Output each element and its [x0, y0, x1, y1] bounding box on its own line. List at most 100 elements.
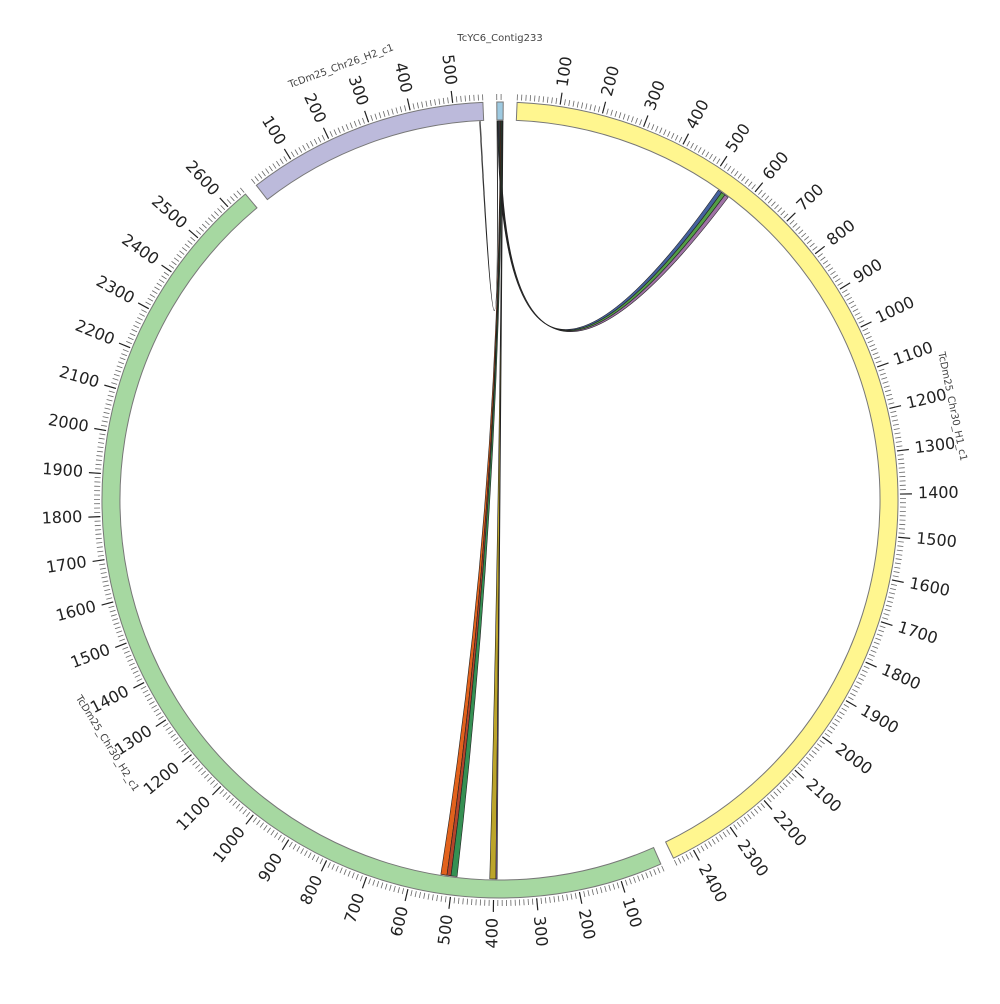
minor-tick: [896, 442, 902, 443]
minor-tick: [719, 834, 722, 839]
minor-tick: [758, 806, 762, 811]
minor-tick: [392, 109, 394, 115]
minor-tick: [761, 803, 765, 808]
major-tick: [898, 537, 910, 538]
minor-tick: [662, 866, 664, 871]
tick-label: 100: [619, 895, 646, 930]
minor-tick: [891, 416, 897, 417]
minor-tick: [754, 809, 758, 814]
minor-tick: [112, 619, 118, 621]
minor-tick: [642, 874, 644, 880]
tick-label: 2100: [802, 775, 845, 817]
tick-label: 900: [254, 849, 286, 885]
minor-tick: [191, 237, 196, 241]
minor-tick: [330, 131, 333, 136]
tick-label: 2600: [182, 157, 224, 200]
minor-tick: [786, 780, 790, 784]
minor-tick: [264, 825, 267, 830]
minor-tick: [221, 205, 225, 209]
minor-tick: [168, 731, 173, 734]
minor-tick: [807, 240, 812, 244]
minor-tick: [619, 112, 621, 118]
major-tick: [621, 881, 625, 892]
tick-label: 2000: [832, 739, 876, 778]
minor-tick: [371, 115, 373, 121]
minor-tick: [881, 377, 887, 379]
tick-label: 300: [530, 915, 552, 947]
minor-tick: [308, 853, 311, 858]
minor-tick: [748, 182, 752, 187]
minor-tick: [833, 275, 838, 278]
minor-tick: [898, 542, 904, 543]
minor-tick: [273, 164, 276, 169]
minor-tick: [793, 223, 797, 227]
minor-tick: [316, 857, 319, 862]
minor-tick: [369, 878, 371, 884]
major-tick: [866, 662, 877, 667]
minor-tick: [890, 411, 896, 412]
tick-label: 400: [482, 918, 501, 949]
minor-tick: [179, 744, 184, 748]
minor-tick: [132, 329, 137, 332]
minor-tick: [588, 890, 589, 896]
minor-tick: [723, 832, 726, 837]
minor-tick: [895, 563, 901, 564]
minor-tick: [145, 694, 150, 697]
minor-tick: [179, 251, 184, 255]
major-tick: [133, 683, 144, 688]
minor-tick: [97, 451, 103, 452]
minor-tick: [885, 609, 891, 611]
minor-tick: [295, 150, 298, 155]
minor-tick: [867, 658, 873, 660]
minor-tick: [95, 534, 101, 535]
minor-tick: [713, 156, 716, 161]
tick-label: 2000: [47, 410, 90, 436]
minor-tick: [301, 848, 304, 853]
tick-label: 1100: [891, 338, 936, 369]
minor-tick: [208, 218, 212, 222]
minor-tick: [894, 567, 900, 568]
major-tick: [362, 877, 366, 888]
tick-label: 500: [438, 53, 460, 86]
minor-tick: [204, 774, 208, 778]
major-tick: [104, 385, 116, 388]
minor-tick: [102, 577, 108, 578]
minor-tick: [762, 193, 766, 198]
minor-tick: [128, 659, 134, 661]
minor-tick: [871, 650, 877, 652]
minor-tick: [276, 161, 279, 166]
minor-tick: [609, 885, 611, 891]
minor-tick: [193, 761, 198, 765]
minor-tick: [158, 716, 163, 719]
minor-tick: [844, 704, 849, 707]
minor-tick: [143, 690, 148, 693]
minor-tick: [400, 106, 401, 112]
minor-tick: [105, 594, 111, 595]
minor-tick: [154, 709, 159, 712]
minor-tick: [102, 421, 108, 422]
minor-tick: [133, 325, 138, 328]
minor-tick: [177, 254, 182, 258]
minor-tick: [886, 394, 892, 396]
minor-tick: [874, 642, 880, 644]
minor-tick: [352, 873, 354, 879]
minor-tick: [97, 447, 103, 448]
minor-tick: [163, 723, 168, 726]
minor-tick: [573, 101, 574, 107]
minor-tick: [886, 605, 892, 607]
minor-tick: [108, 395, 114, 397]
major-tick: [102, 602, 114, 605]
minor-tick: [348, 871, 350, 877]
minor-tick: [310, 141, 313, 146]
minor-tick: [892, 420, 898, 421]
minor-tick: [660, 128, 662, 134]
tick-label: 2500: [148, 191, 191, 232]
minor-tick: [735, 171, 739, 176]
minor-tick: [569, 100, 570, 106]
minor-tick: [99, 434, 105, 435]
major-tick: [720, 156, 727, 166]
minor-tick: [182, 247, 187, 251]
minor-tick: [848, 697, 853, 700]
minor-tick: [424, 893, 425, 899]
minor-tick: [809, 754, 814, 758]
